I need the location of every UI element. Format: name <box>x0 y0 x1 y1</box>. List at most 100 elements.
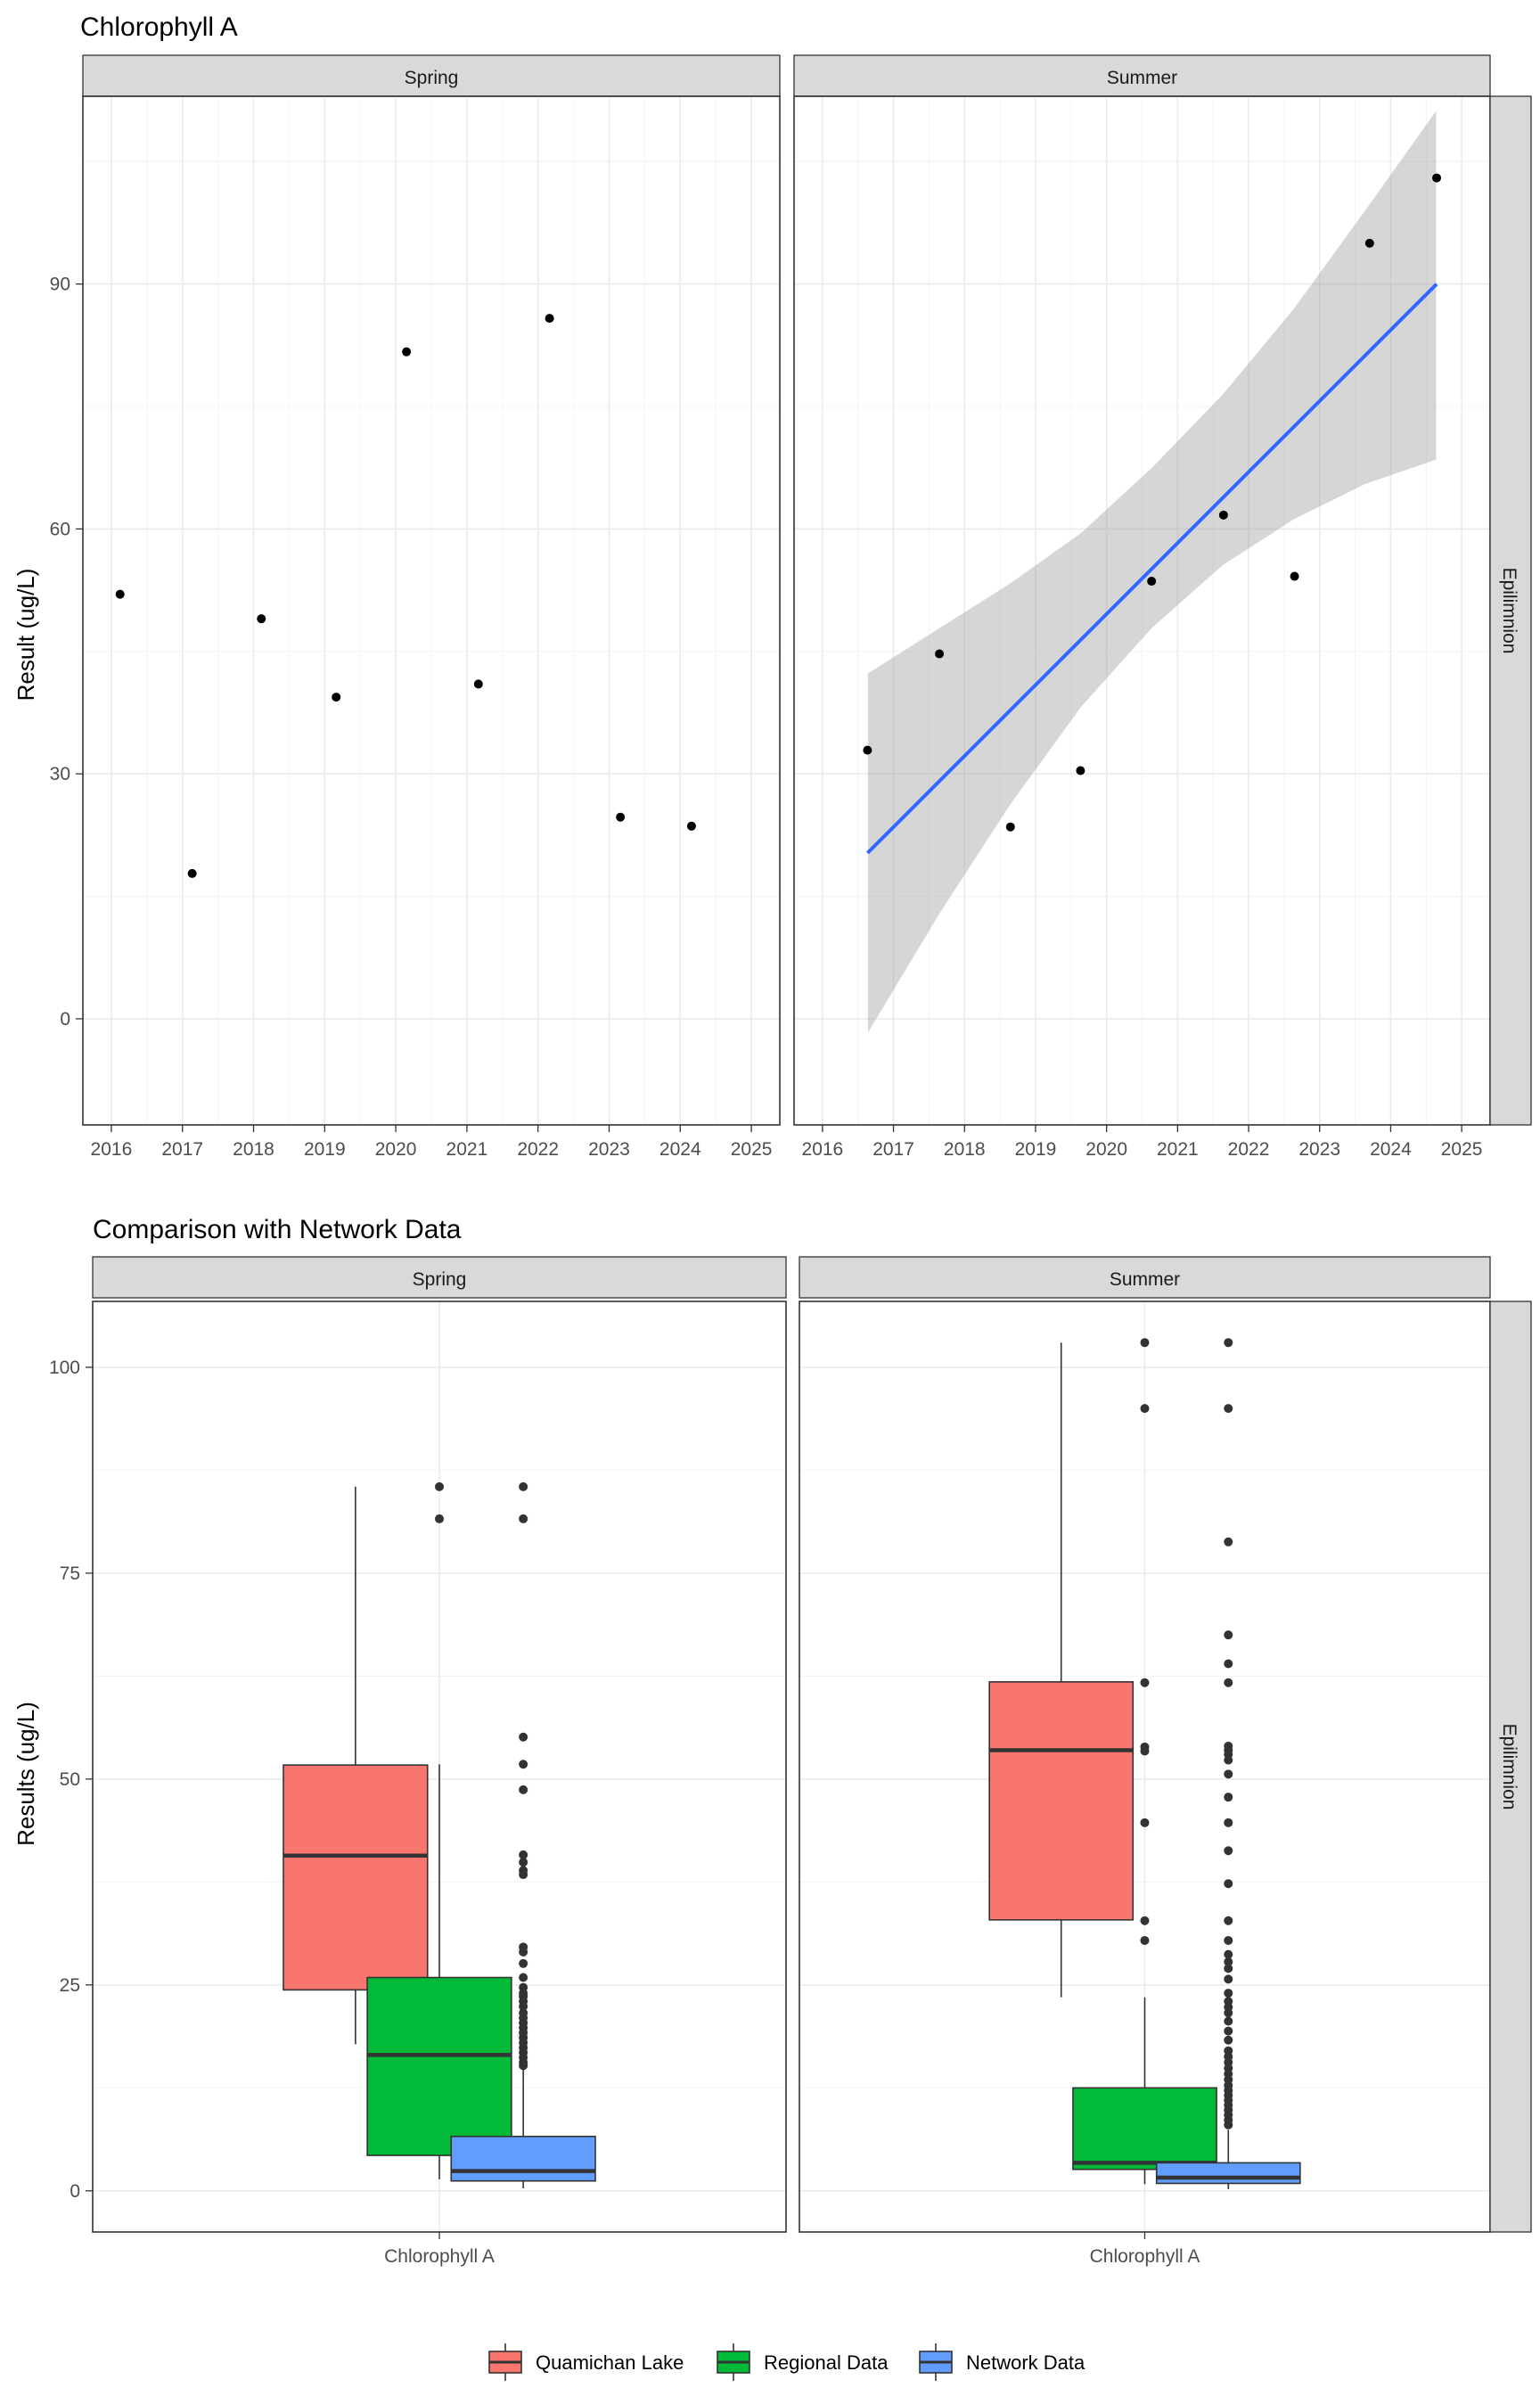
y-tick-label: 60 <box>50 519 70 539</box>
x-tick-label: 2020 <box>1085 1139 1127 1160</box>
data-point <box>863 745 872 755</box>
outlier-point <box>1140 1678 1150 1687</box>
legend-label: Network Data <box>966 2351 1085 2374</box>
outlier-point <box>519 1973 528 1982</box>
data-point <box>616 812 626 822</box>
x-tick-label: 2017 <box>872 1139 914 1160</box>
chart-2-title: Comparison with Network Data <box>93 1215 462 1244</box>
outlier-point <box>519 1514 528 1523</box>
box-body <box>366 1976 512 2156</box>
box-body <box>1072 2087 1217 2170</box>
outlier-point <box>435 1514 444 1523</box>
facet-strip <box>92 1256 787 1299</box>
data-point <box>332 693 341 702</box>
outlier-point <box>1224 1769 1233 1779</box>
x-tick-label: 2017 <box>161 1139 203 1160</box>
data-point <box>1218 510 1228 520</box>
y-tick-label: 0 <box>60 1009 70 1030</box>
outlier-point <box>1224 1879 1233 1889</box>
trend-line <box>865 283 1438 855</box>
box-body <box>988 1681 1135 1921</box>
outlier-point <box>1224 2008 1233 2018</box>
legend-item: Regional Data <box>717 2343 889 2381</box>
box-body <box>1155 2162 1301 2185</box>
outlier-point <box>1224 1755 1233 1765</box>
chart-1-panel-spring: Spring 2016 2017 2018 2019 2020 2021 2022 2023 20… <box>50 54 781 1160</box>
box-network-data <box>1155 1338 1301 2189</box>
facet-strip-label: Spring <box>413 1269 467 1290</box>
outlier-point <box>1224 1537 1233 1547</box>
outlier-point <box>1140 1338 1150 1348</box>
x-tick-label: 2019 <box>304 1139 346 1160</box>
x-tick-label: 2025 <box>1441 1139 1483 1160</box>
chart-2-ylabel: Results (ug/L) <box>12 1702 39 1846</box>
x-tick-label: 2018 <box>944 1139 986 1160</box>
y-tick-label: 25 <box>60 1975 80 1996</box>
box-network-data <box>450 1481 596 2189</box>
x-tick-label: 2016 <box>91 1139 133 1160</box>
box-body <box>283 1764 429 1991</box>
data-point <box>402 347 412 357</box>
outlier-point <box>1224 2035 1233 2045</box>
chart-1-title: Chlorophyll A <box>80 12 238 42</box>
box-regional-data <box>1072 1338 1217 2185</box>
chart-1-ylabel: Result (ug/L) <box>12 569 39 702</box>
x-tick-label: Chlorophyll A <box>1090 2246 1200 2267</box>
facet-strip <box>793 54 1491 97</box>
data-point <box>115 589 125 599</box>
chart-1-panel-summer: Summer 2016 2017 2018 2019 2020 2021 2022 2023 20… <box>793 54 1491 1160</box>
facet-strip-label: Summer <box>1110 1269 1180 1290</box>
data-point <box>257 614 266 624</box>
outlier-point <box>1224 1630 1233 1640</box>
x-tick-label: Chlorophyll A <box>384 2246 495 2267</box>
data-point <box>935 649 945 659</box>
outlier-point <box>1224 2016 1233 2026</box>
data-point <box>1076 766 1085 775</box>
chart-2-panel-spring: Spring Chlorophyll A 0 25 50 75 100 <box>49 1256 787 2267</box>
data-point <box>1432 173 1442 183</box>
y-tick-label: 50 <box>60 1769 80 1790</box>
outlier-point <box>1224 1974 1233 1984</box>
legend-item: Network Data <box>919 2343 1085 2381</box>
outlier-point <box>519 2061 528 2071</box>
outlier-point <box>519 1958 528 1968</box>
confidence-ribbon <box>867 111 1437 1033</box>
outlier-point <box>519 1785 528 1794</box>
y-tick-label: 75 <box>60 1563 80 1584</box>
outlier-point <box>519 1947 528 1957</box>
outlier-point <box>1224 1818 1233 1827</box>
x-tick-label: 2019 <box>1015 1139 1057 1160</box>
data-point <box>686 821 696 831</box>
facet-strip-right <box>1489 95 1532 1126</box>
outlier-point <box>1224 1678 1233 1687</box>
outlier-point <box>1224 1935 1233 1945</box>
legend-item: Quamichan Lake <box>488 2343 684 2381</box>
outlier-point <box>1224 1846 1233 1856</box>
outlier-point <box>1224 1659 1233 1669</box>
y-tick-label: 90 <box>50 275 70 295</box>
x-tick-label: 2020 <box>375 1139 417 1160</box>
x-tick-label: 2025 <box>731 1139 773 1160</box>
outlier-point <box>1224 1916 1233 1925</box>
x-tick-label: 2024 <box>659 1139 701 1160</box>
outlier-point <box>1140 1818 1150 1827</box>
outlier-point <box>519 1870 528 1880</box>
x-tick-label: 2024 <box>1370 1139 1412 1160</box>
x-tick-label: 2023 <box>1298 1139 1340 1160</box>
box-quamichan-lake <box>283 1486 429 2045</box>
data-point <box>1147 577 1157 587</box>
outlier-point <box>1224 2026 1233 2036</box>
data-point <box>1290 571 1299 581</box>
data-point <box>1005 822 1015 832</box>
outlier-point <box>519 1760 528 1769</box>
outlier-point <box>1224 1338 1233 1348</box>
x-tick-label: 2022 <box>517 1139 559 1160</box>
outlier-point <box>1140 1935 1150 1945</box>
panel-border <box>82 95 781 1126</box>
facet-strip <box>82 54 781 97</box>
data-point <box>187 868 197 878</box>
x-tick-label: 2023 <box>588 1139 630 1160</box>
x-tick-label: 2016 <box>802 1139 844 1160</box>
outlier-point <box>1140 1404 1150 1414</box>
